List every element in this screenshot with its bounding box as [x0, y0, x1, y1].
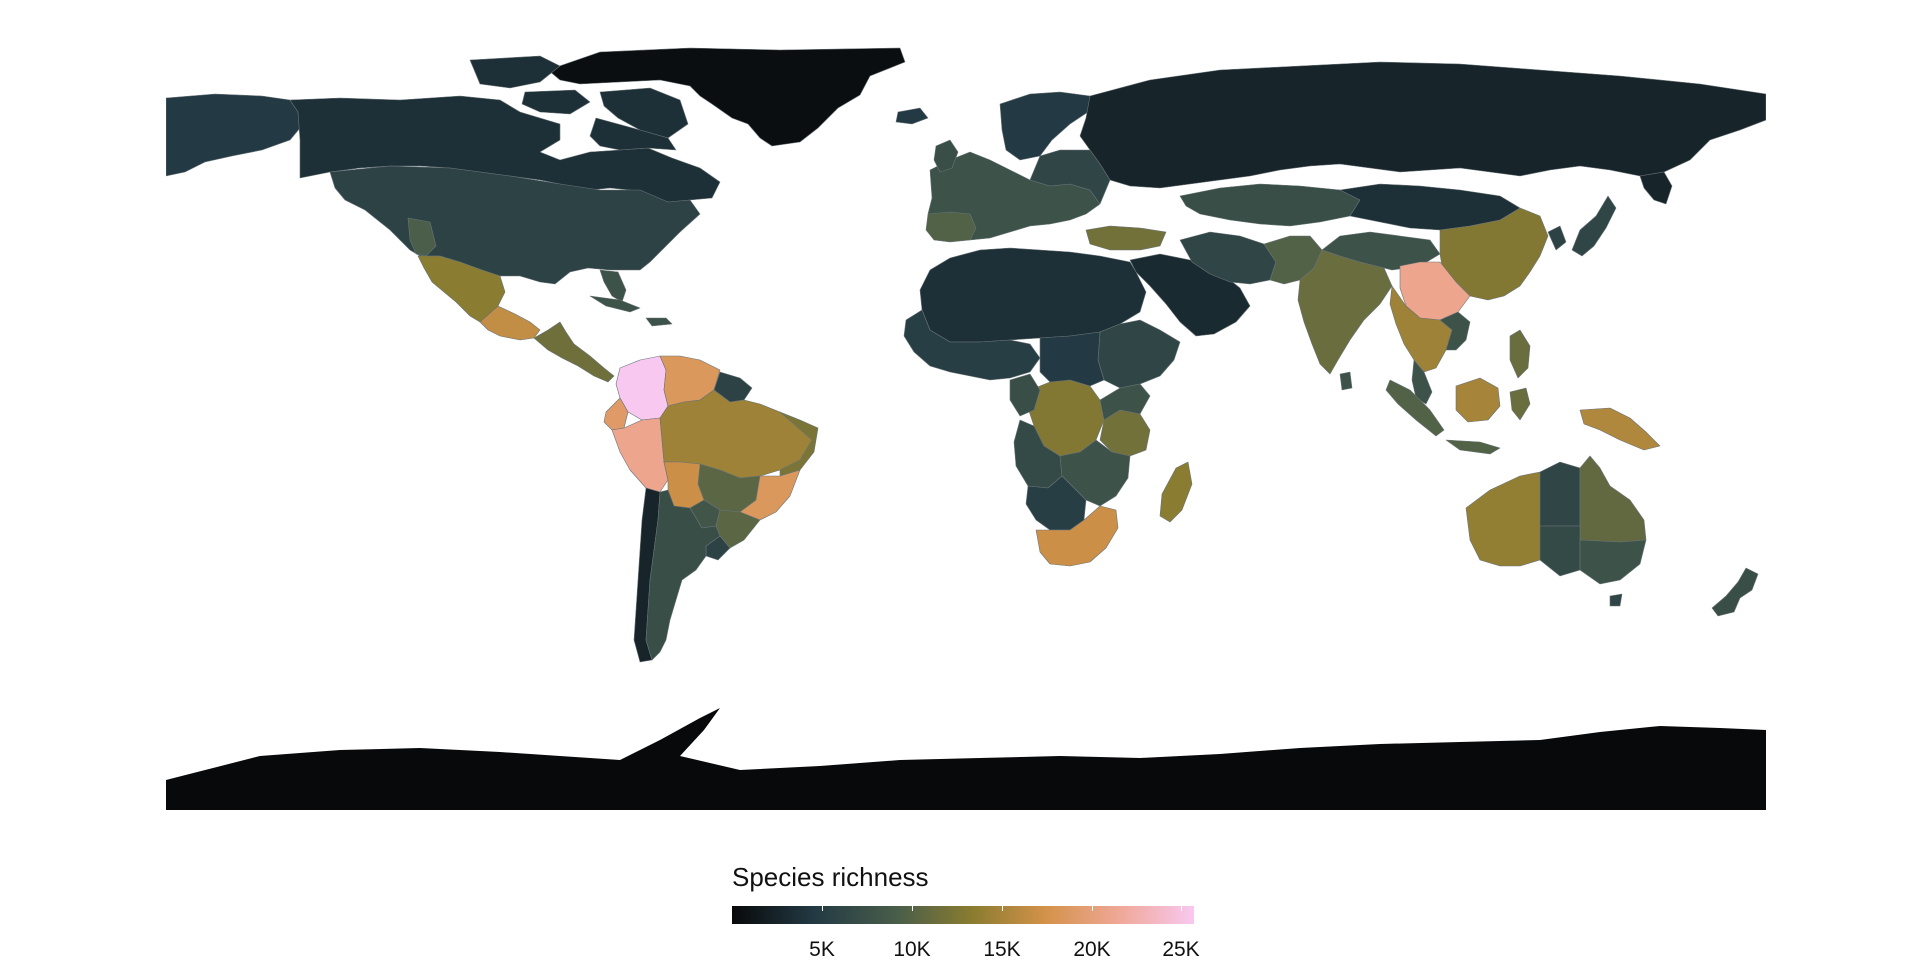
region-tibet	[1321, 231, 1441, 271]
region-sulawesi	[1509, 387, 1531, 421]
legend-tick-label: 5K	[809, 938, 835, 961]
legend-tick-mark	[1181, 924, 1182, 930]
legend-tick-mark	[912, 924, 913, 930]
region-canada-hudson-east	[589, 117, 677, 151]
region-japan	[1571, 195, 1617, 257]
region-caribbean	[589, 295, 641, 313]
legend-tick-mark	[1092, 924, 1093, 930]
legend-tick-label: 15K	[983, 938, 1021, 961]
region-south-africa	[1035, 505, 1119, 567]
region-uk	[933, 139, 959, 173]
region-canada-arctic	[469, 55, 561, 89]
region-iberia	[925, 211, 977, 243]
region-malay-peninsula	[1411, 359, 1433, 405]
region-sumatra	[1385, 379, 1445, 437]
region-argentina	[645, 489, 721, 661]
region-mexico-south	[479, 305, 541, 341]
region-korea	[1547, 225, 1567, 251]
region-new-zealand	[1711, 567, 1759, 617]
region-west-africa	[903, 309, 1041, 381]
region-hispaniola	[645, 317, 673, 327]
region-east-europe	[1029, 149, 1111, 205]
legend-tick-mark	[822, 906, 823, 911]
region-scandinavia	[999, 91, 1091, 161]
region-australia-sa	[1539, 525, 1581, 577]
region-australia-se	[1579, 539, 1647, 585]
region-java	[1445, 439, 1501, 455]
legend-tick-mark	[1002, 906, 1003, 911]
region-kamchatka	[1639, 171, 1673, 205]
region-philippines	[1509, 329, 1531, 379]
legend-tick-label: 25K	[1162, 938, 1200, 961]
legend: Species richness 5K 10K 15K 20K 25K	[732, 862, 1212, 961]
region-canada-islands2	[521, 89, 591, 115]
region-se-asia	[1389, 285, 1453, 373]
region-iceland	[895, 107, 929, 125]
legend-tick-mark	[912, 906, 913, 911]
region-australia-west	[1465, 471, 1541, 567]
legend-tick-mark	[1092, 906, 1093, 911]
region-alaska	[166, 93, 301, 177]
region-indochina	[1439, 311, 1471, 351]
legend-tick-mark	[822, 924, 823, 930]
region-brazil-southeast	[739, 469, 801, 521]
region-antarctica	[166, 708, 1766, 810]
region-kenya	[1099, 383, 1151, 421]
region-florida	[599, 269, 627, 303]
region-gabon	[1009, 373, 1041, 417]
region-greenland	[547, 47, 906, 147]
region-central-america	[533, 321, 615, 383]
region-borneo	[1455, 377, 1501, 423]
region-horn-africa	[1097, 319, 1181, 389]
legend-tick-label: 10K	[893, 938, 931, 961]
region-sri-lanka	[1339, 371, 1353, 391]
region-new-guinea	[1579, 407, 1661, 451]
region-tasmania	[1609, 593, 1623, 607]
region-sudan	[1039, 331, 1105, 387]
legend-title: Species richness	[732, 862, 929, 892]
region-russia	[1079, 61, 1766, 189]
region-turkey	[1085, 225, 1167, 251]
region-central-asia	[1179, 183, 1361, 227]
legend-tick-mark	[1002, 924, 1003, 930]
legend-tick-mark	[1181, 906, 1182, 911]
region-madagascar	[1159, 461, 1193, 523]
region-peru	[611, 417, 669, 493]
region-australia-nt	[1539, 461, 1581, 527]
region-australia-qld	[1579, 455, 1647, 543]
legend-colorbar	[732, 906, 1194, 924]
legend-tick-label: 20K	[1073, 938, 1111, 961]
